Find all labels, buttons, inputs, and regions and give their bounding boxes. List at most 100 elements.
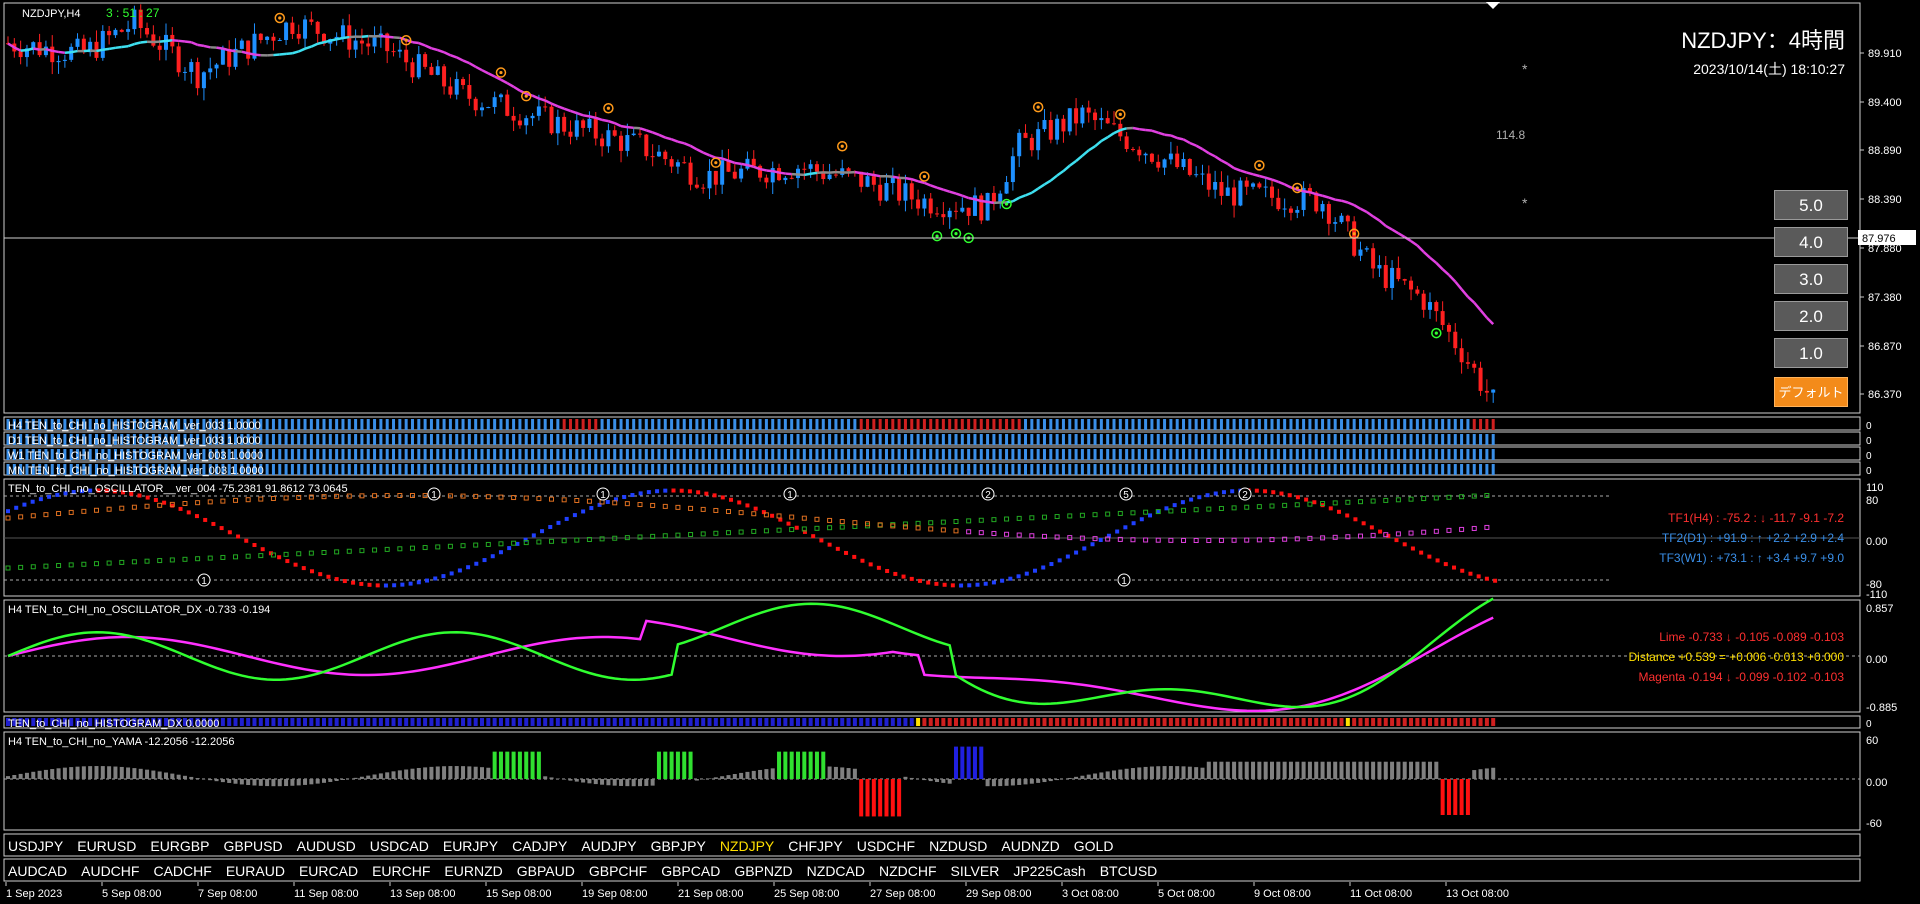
- yama-bar: [334, 779, 339, 782]
- moving-average-segment: [1164, 133, 1172, 137]
- symbol-eurchf[interactable]: EURCHF: [372, 863, 431, 879]
- moving-average-segment: [1088, 145, 1096, 152]
- symbol-gold[interactable]: GOLD: [1073, 838, 1114, 854]
- symbol-usdchf[interactable]: USDCHF: [856, 838, 916, 854]
- symbol-audusd[interactable]: AUDUSD: [296, 838, 356, 854]
- yama-bar: [827, 766, 832, 779]
- yama-bar: [1112, 770, 1116, 779]
- hist-bar: [227, 419, 231, 430]
- moving-average-segment: [1018, 194, 1026, 199]
- symbol-eurusd[interactable]: EURUSD: [77, 838, 137, 854]
- hist-bar: [777, 419, 781, 430]
- hist-bar: [657, 434, 661, 445]
- osc-tf1-dot: [252, 543, 257, 548]
- hist-bar: [594, 449, 598, 460]
- symbol-audjpy[interactable]: AUDJPY: [581, 838, 637, 854]
- signal-circle: [495, 67, 507, 78]
- symbol-euraud[interactable]: EURAUD: [225, 863, 285, 879]
- scale-2-button[interactable]: 2.0: [1774, 301, 1848, 331]
- hist-bar: [240, 449, 244, 460]
- symbol-jp225cash[interactable]: JP225Cash: [1013, 863, 1086, 879]
- osc-tf1-dot: [1427, 554, 1432, 559]
- yama-bar: [246, 779, 251, 786]
- scale-4-button[interactable]: 4.0: [1774, 227, 1848, 257]
- hist-bar: [524, 434, 528, 445]
- moving-average-segment: [1467, 295, 1476, 304]
- symbol-cadchf[interactable]: CADCHF: [153, 863, 212, 879]
- symbol-audchf[interactable]: AUDCHF: [81, 863, 140, 879]
- yama-bar: [1320, 761, 1325, 779]
- candle-body: [814, 164, 819, 172]
- hist-dx-bar: [1371, 718, 1376, 726]
- symbol-cadjpy[interactable]: CADJPY: [512, 838, 568, 854]
- symbol-btcusd[interactable]: BTCUSD: [1099, 863, 1158, 879]
- symbol-nzdchf[interactable]: NZDCHF: [879, 863, 937, 879]
- symbol-chfjpy[interactable]: CHFJPY: [788, 838, 843, 854]
- symbol-gbpcad[interactable]: GBPCAD: [661, 863, 721, 879]
- symbol-eurjpy[interactable]: EURJPY: [442, 838, 499, 854]
- osc-tf3-dot: [953, 528, 959, 534]
- osc-tf2-dot: [1231, 505, 1237, 511]
- candle-body: [385, 33, 390, 52]
- symbol-silver[interactable]: SILVER: [950, 863, 1000, 879]
- candle-body: [701, 187, 706, 189]
- osc-tf1-dot: [1419, 550, 1424, 555]
- symbol-nzdcad[interactable]: NZDCAD: [806, 863, 865, 879]
- symbol-gbpaud[interactable]: GBPAUD: [516, 863, 575, 879]
- scale-1-button[interactable]: 1.0: [1774, 338, 1848, 368]
- hist-bar: [158, 449, 162, 460]
- osc-tf1-dot: [1164, 506, 1169, 511]
- hist-bar: [410, 464, 414, 475]
- symbol-eurgbp[interactable]: EURGBP: [150, 838, 210, 854]
- symbol-audnzd[interactable]: AUDNZD: [1001, 838, 1060, 854]
- candle-body: [448, 86, 453, 95]
- osc-tf1-dot: [318, 572, 323, 577]
- scale-3-button[interactable]: 3.0: [1774, 264, 1848, 294]
- yama-bar: [138, 768, 143, 779]
- candle-body: [524, 118, 529, 126]
- hist-bar: [537, 434, 541, 445]
- hist-bar: [777, 434, 781, 445]
- moving-average-segment: [506, 82, 515, 88]
- yama-bar: [1409, 761, 1414, 779]
- symbol-usdjpy[interactable]: USDJPY: [8, 838, 64, 854]
- hist-dx-bar: [1491, 718, 1496, 726]
- symbol-nzdjpy[interactable]: NZDJPY: [719, 838, 775, 854]
- hist-bar: [1251, 449, 1255, 460]
- moving-average-segment: [1259, 174, 1267, 179]
- yama-bar: [94, 766, 99, 779]
- hist-bar: [1327, 434, 1331, 445]
- default-button[interactable]: デフォルト: [1774, 377, 1848, 407]
- symbol-eurnzd[interactable]: EURNZD: [444, 863, 503, 879]
- hist-bar: [1365, 434, 1369, 445]
- yama-bar: [1428, 761, 1432, 779]
- hist-bar: [1491, 434, 1495, 445]
- current-price-label: 87.976: [1862, 233, 1896, 245]
- symbol-eurcad[interactable]: EURCAD: [298, 863, 359, 879]
- hist-bar: [202, 449, 206, 460]
- candle-body: [751, 158, 756, 166]
- scale-5-button[interactable]: 5.0: [1774, 190, 1848, 220]
- symbol-gbpjpy[interactable]: GBPJPY: [650, 838, 706, 854]
- shift-marker-icon[interactable]: [1486, 2, 1500, 9]
- hist-dx-bar: [916, 718, 921, 726]
- candle-body: [1288, 208, 1293, 213]
- symbol-gbpusd[interactable]: GBPUSD: [223, 838, 283, 854]
- hist-bar: [1024, 419, 1028, 430]
- hist-bar: [543, 434, 547, 445]
- symbol-gbpchf[interactable]: GBPCHF: [588, 863, 648, 879]
- hist-bar: [341, 464, 345, 475]
- symbol-gbpnzd[interactable]: GBPNZD: [734, 863, 793, 879]
- candle-body: [423, 54, 428, 67]
- hist-bar: [1371, 419, 1375, 430]
- symbol-usdcad[interactable]: USDCAD: [369, 838, 429, 854]
- symbol-audcad[interactable]: AUDCAD: [8, 863, 68, 879]
- hist-bar: [1144, 464, 1148, 475]
- candle-body: [132, 9, 137, 30]
- hist-bar: [828, 449, 832, 460]
- osc-tf1-dot: [1484, 576, 1489, 581]
- symbol-nzdusd[interactable]: NZDUSD: [929, 838, 988, 854]
- yama-bar: [473, 766, 478, 779]
- hist-bar: [284, 434, 288, 445]
